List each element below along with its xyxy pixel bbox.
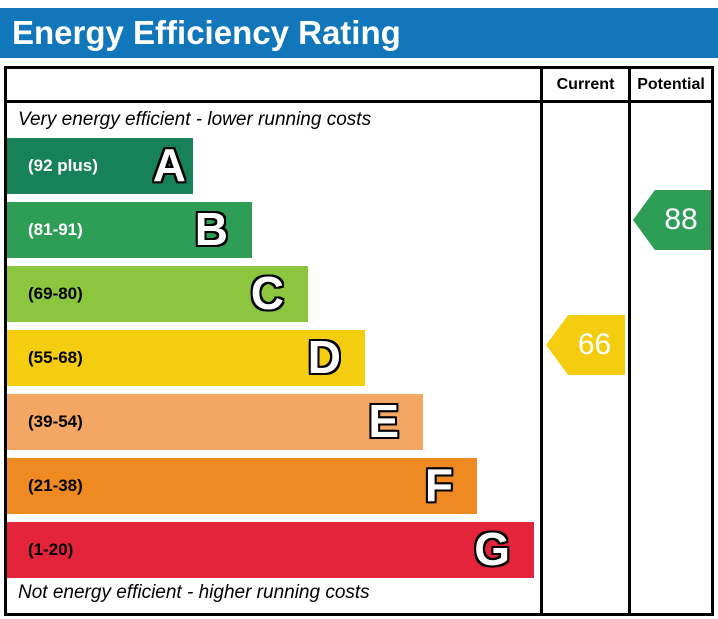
- band-letter: B: [194, 203, 228, 255]
- column-divider: [540, 69, 543, 613]
- band-letter: E: [368, 395, 399, 447]
- potential-rating-value: 88: [664, 203, 698, 236]
- potential-rating-arrow: 88: [633, 190, 711, 250]
- band-letter: F: [424, 459, 453, 511]
- column-divider: [628, 69, 631, 613]
- title-bar: Energy Efficiency Rating: [0, 8, 718, 58]
- band-row-g: (1-20) G: [7, 522, 534, 578]
- band-letter: G: [474, 523, 510, 575]
- page-title: Energy Efficiency Rating: [12, 14, 401, 51]
- band-letter: D: [307, 331, 341, 383]
- band-range-label: (69-80): [28, 284, 83, 303]
- current-rating-arrow: 66: [546, 315, 625, 375]
- band-row-f: (21-38) F: [7, 458, 477, 514]
- top-caption: Very energy efficient - lower running co…: [18, 109, 372, 130]
- energy-efficiency-chart: Current Potential Very energy efficient …: [4, 66, 714, 616]
- band-range-label: (55-68): [28, 348, 83, 367]
- band-range-label: (92 plus): [28, 156, 98, 175]
- band-range-label: (1-20): [28, 540, 74, 559]
- band-row-e: (39-54) E: [7, 394, 423, 450]
- chart-header-row: Current Potential: [7, 69, 711, 103]
- band-row-d: (55-68) D: [7, 330, 365, 386]
- band-letter: A: [152, 139, 186, 191]
- band-range-label: (21-38): [28, 476, 83, 495]
- band-row-c: (69-80) C: [7, 266, 308, 322]
- band-row-a: (92 plus) A: [7, 138, 193, 194]
- band-range-label: (39-54): [28, 412, 83, 431]
- current-rating-value: 66: [577, 328, 612, 361]
- band-letter: C: [250, 267, 284, 319]
- bottom-caption: Not energy efficient - higher running co…: [18, 582, 370, 603]
- current-column-header: Current: [556, 76, 615, 93]
- potential-column-header: Potential: [637, 76, 705, 93]
- band-row-b: (81-91) B: [7, 202, 252, 258]
- band-range-label: (81-91): [28, 220, 83, 239]
